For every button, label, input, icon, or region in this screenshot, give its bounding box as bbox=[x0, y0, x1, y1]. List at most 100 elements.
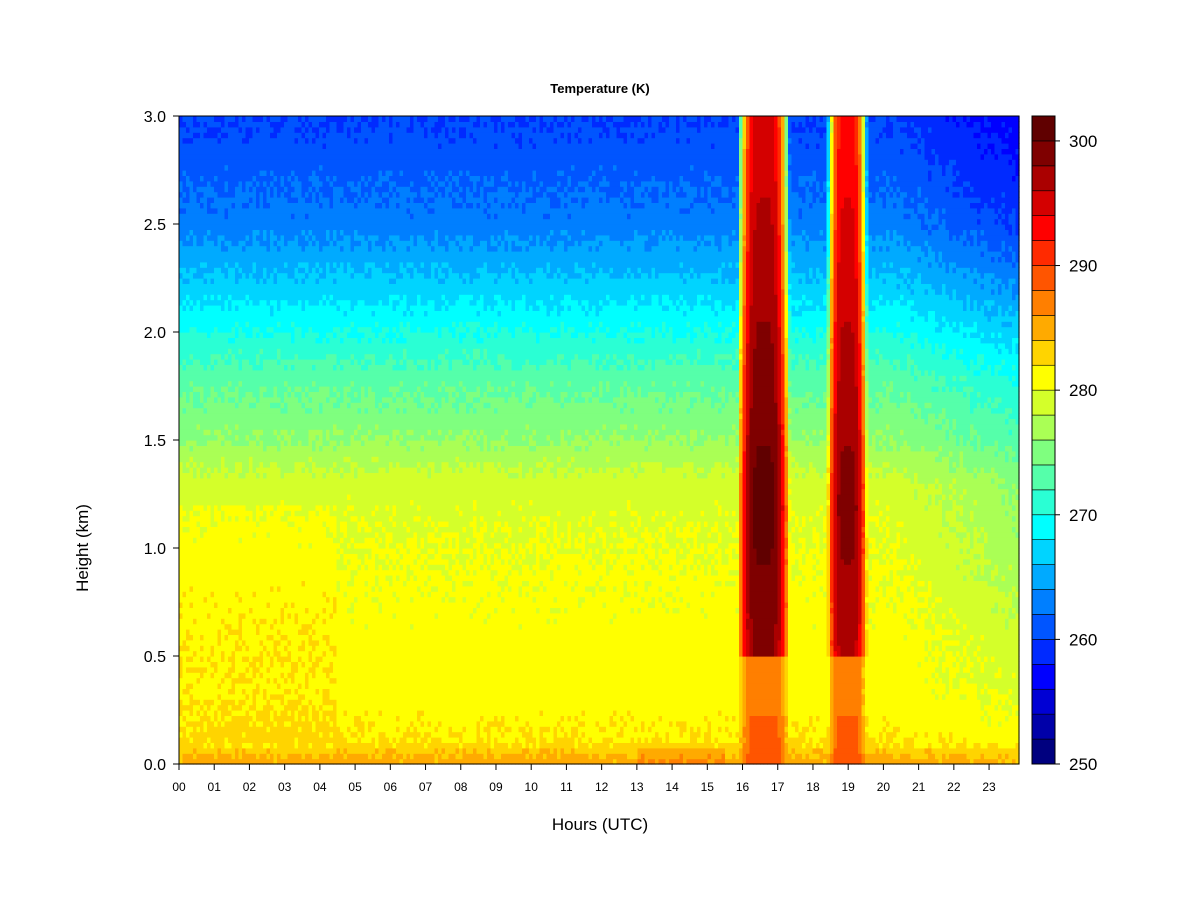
heatmap-cell bbox=[232, 618, 236, 624]
heatmap-cell bbox=[239, 305, 243, 311]
heatmap-cell bbox=[235, 597, 239, 603]
heatmap-cell bbox=[270, 348, 274, 354]
heatmap-cell bbox=[214, 543, 218, 549]
heatmap-cell bbox=[183, 154, 187, 160]
heatmap-cell bbox=[256, 613, 260, 619]
heatmap-cell bbox=[179, 138, 183, 144]
heatmap-cell bbox=[190, 483, 194, 489]
heatmap-cell bbox=[263, 678, 267, 684]
heatmap-cell bbox=[235, 451, 239, 457]
heatmap-cell bbox=[281, 246, 285, 252]
heatmap-cell bbox=[256, 688, 260, 694]
heatmap-cell bbox=[256, 429, 260, 435]
heatmap-cell bbox=[263, 246, 267, 252]
heatmap-cell bbox=[291, 462, 295, 468]
heatmap-cell bbox=[204, 370, 208, 376]
heatmap-cell bbox=[190, 494, 194, 500]
heatmap-cell bbox=[288, 397, 292, 403]
heatmap-cell bbox=[207, 267, 211, 273]
heatmap-cell bbox=[200, 521, 204, 527]
heatmap-cell bbox=[274, 499, 278, 505]
heatmap-cell bbox=[193, 219, 197, 225]
heatmap-cell bbox=[228, 499, 232, 505]
heatmap-cell bbox=[179, 413, 183, 419]
heatmap-cell bbox=[190, 413, 194, 419]
heatmap-cell bbox=[228, 165, 232, 171]
heatmap-cell bbox=[323, 656, 327, 662]
heatmap-cell bbox=[284, 472, 288, 478]
heatmap-cell bbox=[197, 397, 201, 403]
heatmap-cell bbox=[263, 467, 267, 473]
heatmap-cell bbox=[309, 224, 313, 230]
heatmap-cell bbox=[291, 127, 295, 133]
heatmap-cell bbox=[277, 699, 281, 705]
heatmap-cell bbox=[232, 202, 236, 208]
heatmap-cell bbox=[218, 370, 222, 376]
heatmap-cell bbox=[256, 456, 260, 462]
heatmap-cell bbox=[207, 445, 211, 451]
heatmap-cell bbox=[260, 278, 264, 284]
heatmap-cell bbox=[225, 327, 229, 333]
heatmap-cell bbox=[183, 586, 187, 592]
heatmap-cell bbox=[281, 310, 285, 316]
heatmap-cell bbox=[239, 499, 243, 505]
heatmap-cell bbox=[179, 375, 183, 381]
heatmap-cell bbox=[204, 289, 208, 295]
heatmap-cell bbox=[221, 138, 225, 144]
heatmap-cell bbox=[246, 386, 250, 392]
heatmap-cell bbox=[298, 300, 302, 306]
heatmap-cell bbox=[211, 494, 215, 500]
heatmap-cell bbox=[256, 197, 260, 203]
heatmap-cell bbox=[204, 667, 208, 673]
heatmap-cell bbox=[281, 715, 285, 721]
heatmap-cell bbox=[186, 402, 190, 408]
heatmap-cell bbox=[288, 462, 292, 468]
heatmap-cell bbox=[316, 483, 320, 489]
heatmap-cell bbox=[305, 213, 309, 219]
heatmap-cell bbox=[211, 132, 215, 138]
heatmap-cell bbox=[242, 294, 246, 300]
heatmap-cell bbox=[316, 553, 320, 559]
heatmap-cell bbox=[242, 418, 246, 424]
heatmap-cell bbox=[281, 753, 285, 759]
heatmap-cell bbox=[288, 559, 292, 565]
heatmap-cell bbox=[218, 278, 222, 284]
heatmap-cell bbox=[309, 402, 313, 408]
heatmap-cell bbox=[221, 154, 225, 160]
heatmap-cell bbox=[298, 337, 302, 343]
heatmap-cell bbox=[253, 219, 257, 225]
heatmap-cell bbox=[312, 138, 316, 144]
heatmap-cell bbox=[323, 597, 327, 603]
heatmap-cell bbox=[277, 354, 281, 360]
heatmap-cell bbox=[225, 737, 229, 743]
heatmap-cell bbox=[284, 456, 288, 462]
heatmap-cell bbox=[256, 316, 260, 322]
heatmap-cell bbox=[246, 359, 250, 365]
heatmap-cell bbox=[291, 688, 295, 694]
heatmap-cell bbox=[267, 456, 271, 462]
heatmap-cell bbox=[253, 462, 257, 468]
heatmap-cell bbox=[256, 505, 260, 511]
heatmap-cell bbox=[253, 570, 257, 576]
heatmap-cell bbox=[309, 289, 313, 295]
heatmap-cell bbox=[312, 451, 316, 457]
heatmap-cell bbox=[291, 537, 295, 543]
heatmap-cell bbox=[253, 327, 257, 333]
heatmap-cell bbox=[267, 148, 271, 154]
heatmap-cell bbox=[207, 624, 211, 630]
heatmap-cell bbox=[186, 678, 190, 684]
heatmap-cell bbox=[302, 489, 306, 495]
heatmap-cell bbox=[267, 289, 271, 295]
heatmap-cell bbox=[291, 305, 295, 311]
heatmap-cell bbox=[249, 478, 253, 484]
heatmap-cell bbox=[256, 667, 260, 673]
heatmap-cell bbox=[267, 499, 271, 505]
heatmap-cell bbox=[221, 159, 225, 165]
heatmap-cell bbox=[305, 499, 309, 505]
heatmap-cell bbox=[298, 694, 302, 700]
heatmap-cell bbox=[197, 348, 201, 354]
heatmap-cell bbox=[256, 521, 260, 527]
heatmap-cell bbox=[228, 489, 232, 495]
heatmap-cell bbox=[302, 683, 306, 689]
heatmap-cell bbox=[309, 656, 313, 662]
